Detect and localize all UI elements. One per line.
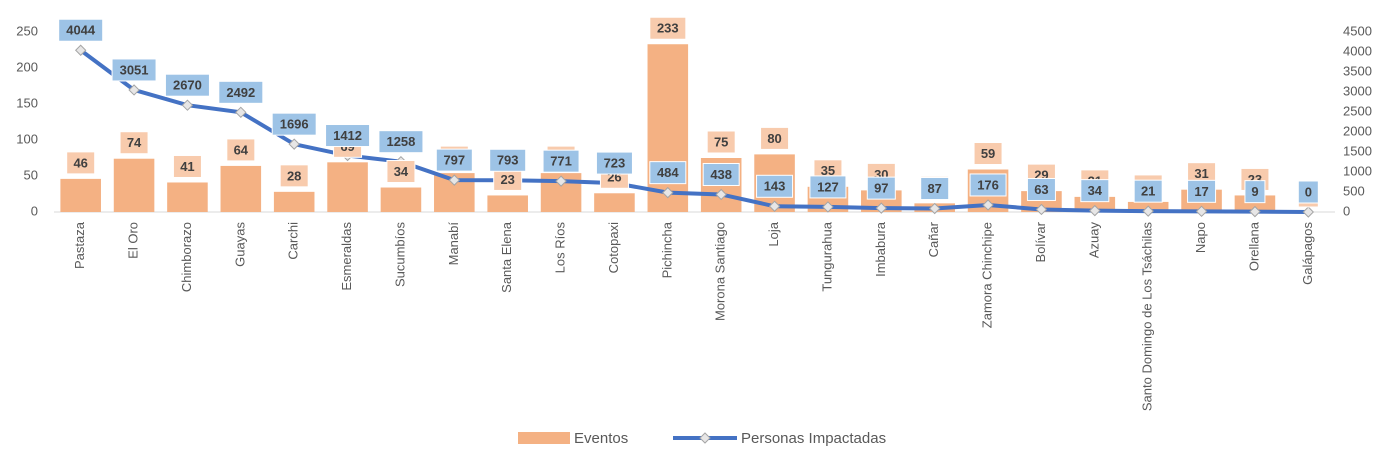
- data-label: 74: [127, 135, 142, 150]
- y-tick-label: 200: [16, 59, 38, 74]
- data-label: 34: [1088, 183, 1103, 198]
- x-tick-label: Cañar: [926, 221, 941, 257]
- x-tick-label: Azuay: [1086, 222, 1101, 259]
- x-tick-label: Morona Santiago: [713, 222, 728, 321]
- data-label: 797: [443, 153, 465, 168]
- x-tick-label: Tungurahua: [819, 221, 834, 291]
- data-label: 64: [234, 142, 249, 157]
- y2-tick-label: 0: [1343, 203, 1350, 218]
- data-label: 0: [1305, 184, 1312, 199]
- x-tick-label: Sucumbíos: [392, 222, 407, 288]
- x-tick-label: Galápagos: [1300, 222, 1315, 285]
- data-label: 23: [500, 172, 514, 187]
- data-label: 2670: [173, 78, 202, 93]
- y2-tick-label: 1500: [1343, 143, 1372, 158]
- data-label: 31: [1194, 166, 1208, 181]
- x-tick-label: Santa Elena: [499, 221, 514, 293]
- data-label: 143: [764, 179, 786, 194]
- y2-tick-label: 3000: [1343, 83, 1372, 98]
- bar: [648, 44, 689, 212]
- data-label: 75: [714, 134, 728, 149]
- legend-marker: [700, 433, 710, 443]
- y2-tick-label: 4000: [1343, 43, 1372, 58]
- data-label: 484: [657, 165, 679, 180]
- bar: [487, 195, 528, 212]
- x-tick-label: Orellana: [1246, 221, 1261, 271]
- data-label: 1258: [386, 134, 415, 149]
- x-tick-label: Carchi: [286, 222, 301, 260]
- x-tick-label: Santo Domingo de Los Tsáchilas: [1140, 222, 1155, 412]
- data-label: 9: [1251, 184, 1258, 199]
- x-tick-label: Bolívar: [1033, 221, 1048, 262]
- legend-label: Personas Impactadas: [741, 430, 886, 447]
- y2-tick-label: 1000: [1343, 163, 1372, 178]
- y2-tick-label: 500: [1343, 183, 1365, 198]
- y-tick-label: 150: [16, 95, 38, 110]
- data-label: 793: [497, 153, 519, 168]
- x-tick-label: Imbabura: [873, 221, 888, 277]
- x-tick-label: El Oro: [126, 222, 141, 259]
- line: [81, 50, 1309, 212]
- y-tick-label: 0: [31, 203, 38, 218]
- data-label: 438: [710, 167, 732, 182]
- x-tick-label: Los Ríos: [553, 222, 568, 274]
- data-label: 771: [550, 154, 572, 169]
- x-tick-label: Guayas: [232, 222, 247, 267]
- bar: [327, 162, 368, 212]
- bar: [221, 166, 262, 212]
- bar: [274, 192, 315, 212]
- x-tick-label: Zamora Chinchipe: [980, 222, 995, 328]
- data-label: 41: [180, 159, 194, 174]
- legend-swatch: [518, 432, 570, 444]
- line-marker: [1303, 207, 1313, 217]
- x-tick-label: Pichincha: [659, 221, 674, 278]
- x-tick-label: Chimborazo: [179, 222, 194, 292]
- bar: [167, 182, 208, 212]
- data-label: 87: [927, 181, 941, 196]
- bar: [114, 159, 155, 212]
- data-label: 127: [817, 179, 839, 194]
- y-tick-label: 100: [16, 131, 38, 146]
- x-tick-label: Loja: [766, 221, 781, 246]
- legend-label: Eventos: [574, 430, 628, 447]
- y2-tick-label: 2000: [1343, 123, 1372, 138]
- data-label: 17: [1194, 184, 1208, 199]
- line-marker: [182, 100, 192, 110]
- y2-tick-label: 2500: [1343, 103, 1372, 118]
- data-label: 80: [767, 131, 781, 146]
- data-label: 28: [287, 168, 301, 183]
- y-tick-label: 250: [16, 23, 38, 38]
- y-tick-label: 50: [24, 167, 38, 182]
- data-label: 4044: [66, 23, 96, 38]
- data-label: 1696: [280, 117, 309, 132]
- data-label: 233: [657, 21, 679, 36]
- x-tick-label: Pastaza: [72, 221, 87, 269]
- x-tick-label: Cotopaxi: [606, 222, 621, 273]
- x-tick-label: Napo: [1193, 222, 1208, 253]
- data-label: 63: [1034, 182, 1048, 197]
- x-tick-label: Manabí: [446, 222, 461, 266]
- data-label: 2492: [226, 85, 255, 100]
- bar: [381, 188, 422, 212]
- y2-tick-label: 4500: [1343, 23, 1372, 38]
- bar: [60, 179, 101, 212]
- bar: [594, 193, 635, 212]
- data-label: 34: [394, 164, 409, 179]
- y2-tick-label: 3500: [1343, 63, 1372, 78]
- data-label: 723: [604, 156, 626, 171]
- chart: 0501001502002500500100015002000250030003…: [0, 0, 1394, 466]
- data-label: 176: [977, 177, 999, 192]
- data-label: 59: [981, 146, 995, 161]
- x-tick-label: Esmeraldas: [339, 222, 354, 291]
- data-label: 3051: [120, 62, 149, 77]
- data-label: 97: [874, 181, 888, 196]
- data-label: 1412: [333, 128, 362, 143]
- data-label: 46: [73, 155, 87, 170]
- data-label: 21: [1141, 184, 1155, 199]
